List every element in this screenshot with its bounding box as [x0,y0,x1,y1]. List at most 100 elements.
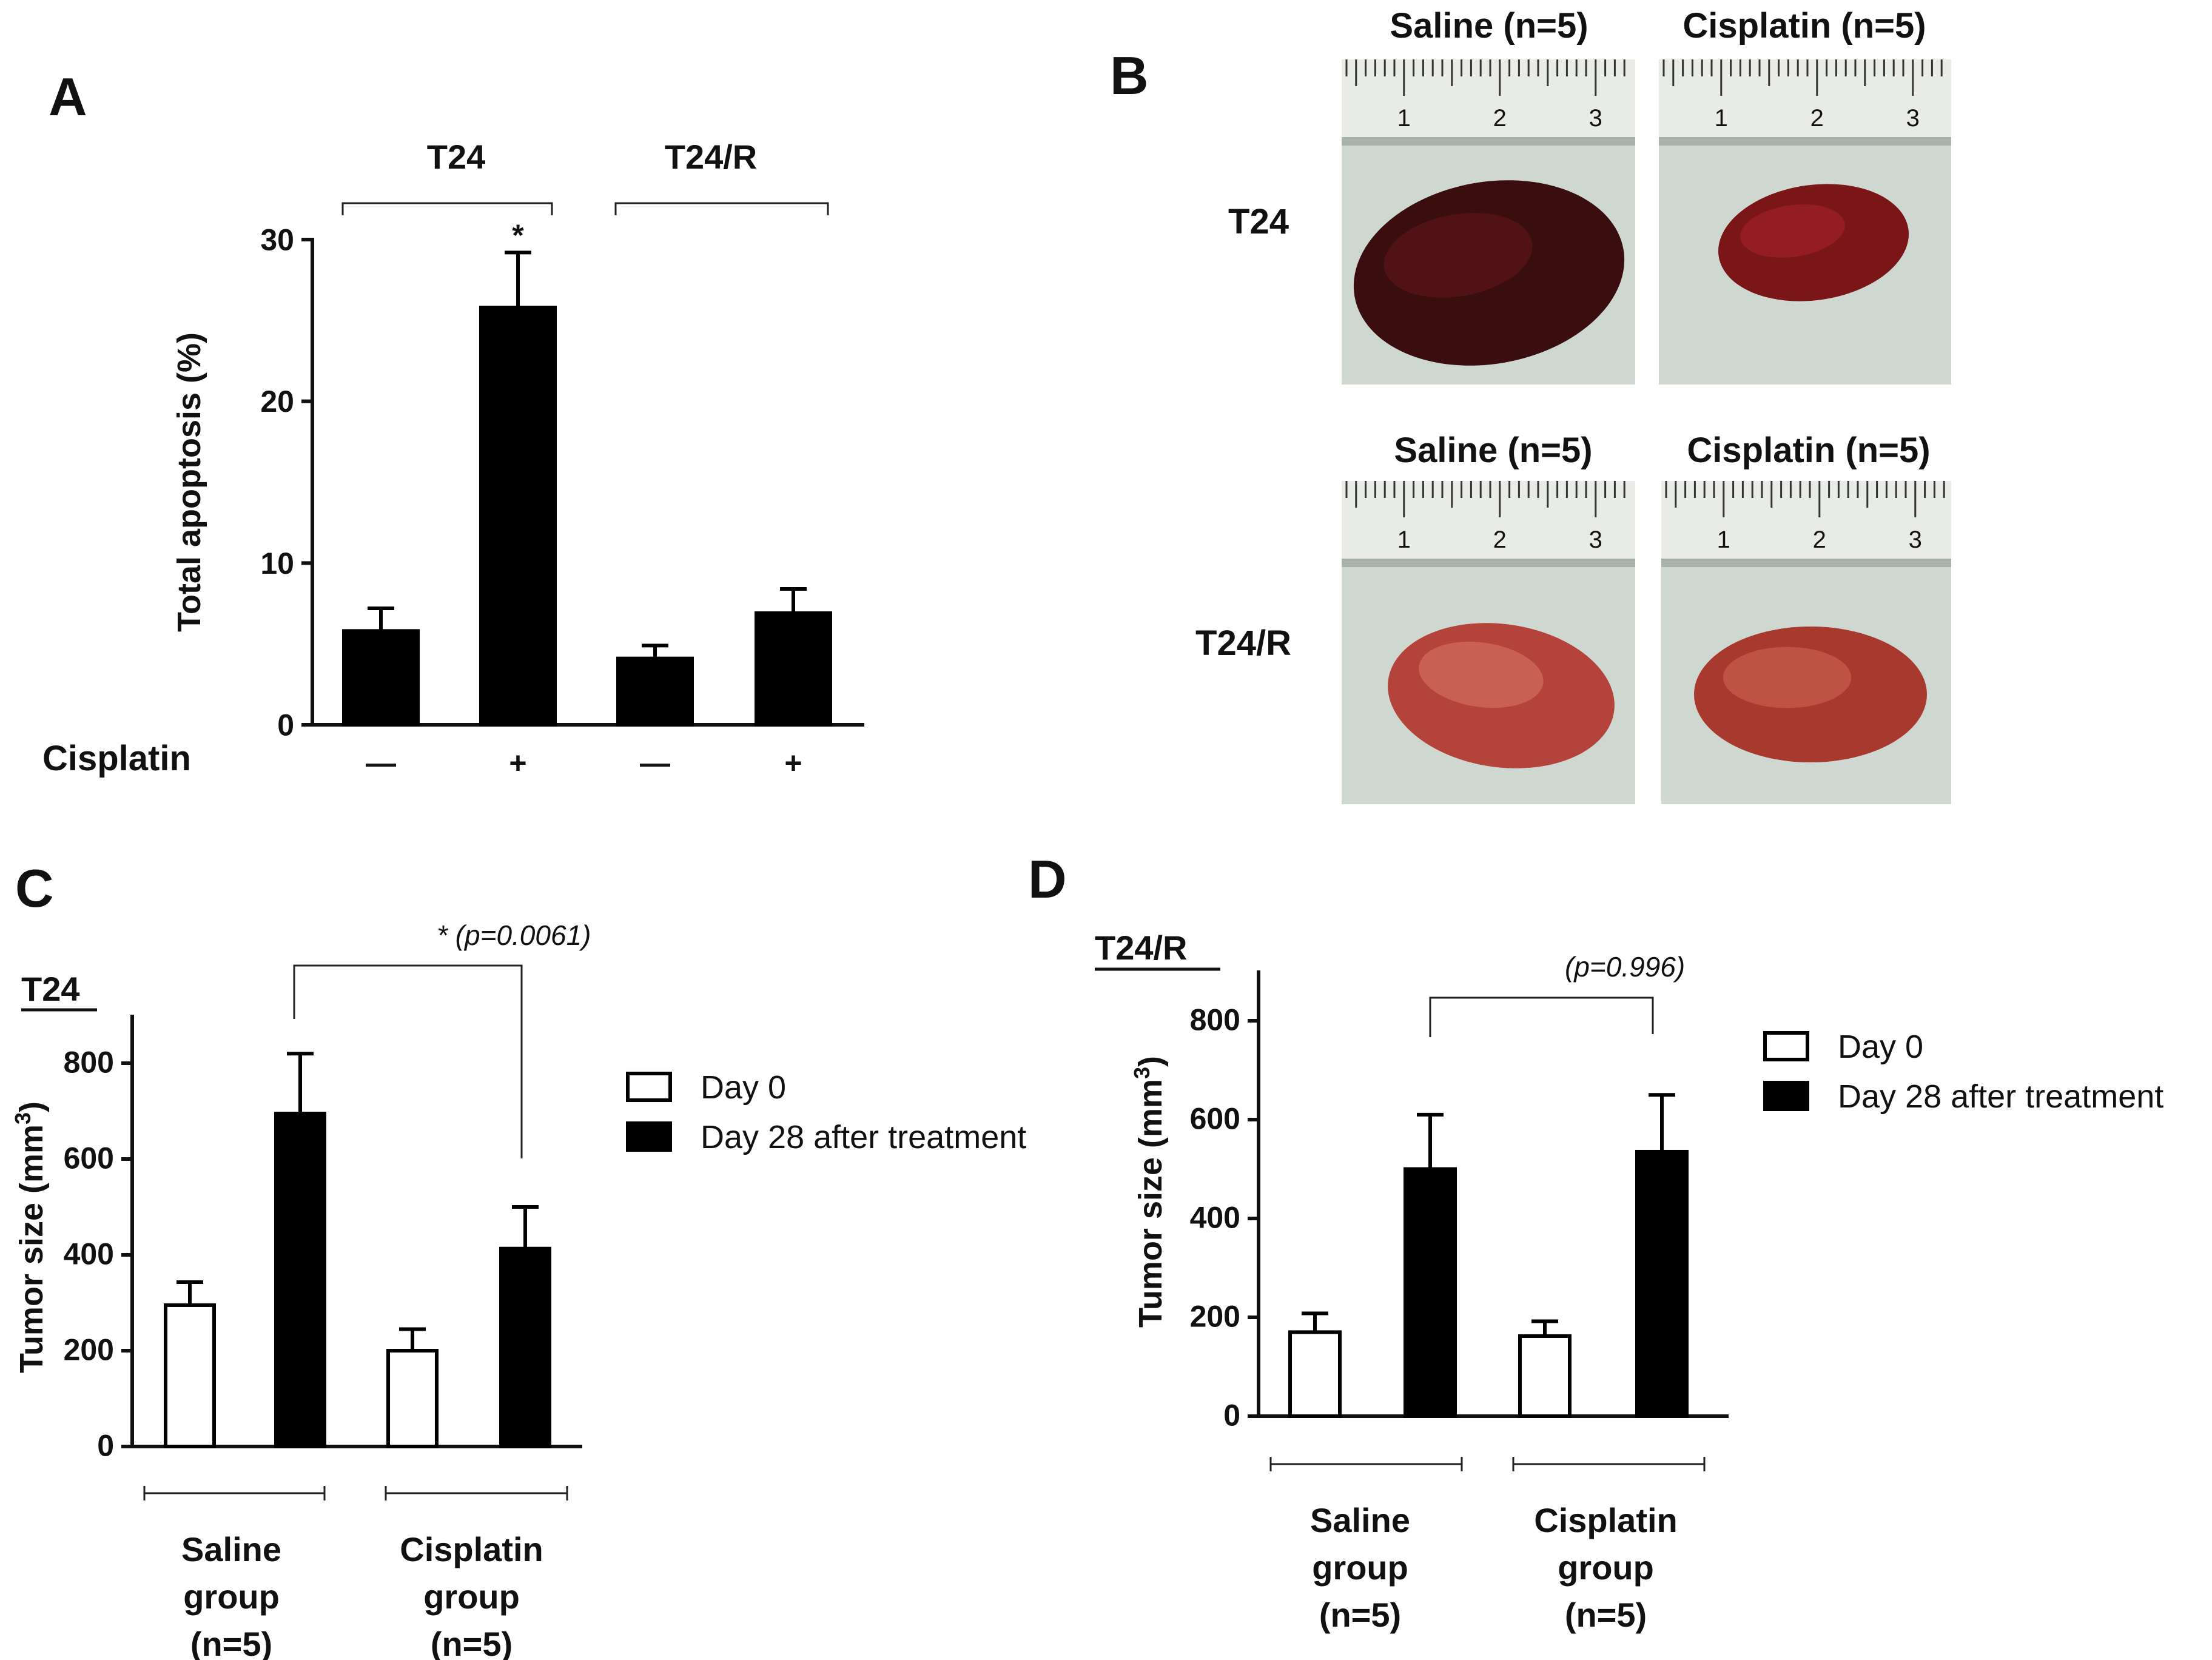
panel-c-significance-bracket [293,964,523,1158]
group-label-line: Saline [1310,1501,1410,1539]
panel-d-y-ticks: 0 200 400 600 800 [1190,1003,1259,1432]
group-label-line: group [1312,1548,1408,1587]
row-label-t24: T24 [1228,202,1289,241]
col-label-saline-bottom: Saline (n=5) [1394,431,1592,470]
panel-a-bars: * [342,218,832,727]
col-label-cisplatin-top: Cisplatin (n=5) [1683,6,1926,45]
ruler-edge [1659,137,1951,146]
tumor-photo: 1 2 3 [1342,481,1635,804]
bar-day-28 [1635,1149,1689,1418]
legend-label: Day 0 [1838,1029,1923,1065]
bar-day-0 [386,1349,439,1448]
bar-day-28 [274,1111,326,1448]
group-bracket [1512,1457,1706,1471]
group-label: Saline group (n=5) [181,1530,281,1660]
panel-a: A T24 T24/R 0 10 20 30 * — + — + Total apoptos… [42,67,864,780]
error-bar [368,607,394,631]
group-label-line: Cisplatin [1534,1501,1677,1539]
y-tick-label: 200 [64,1332,114,1366]
tumor-photo: 1 2 3 [1659,59,1951,385]
y-tick-label: 400 [64,1237,114,1271]
error-bar [780,587,807,613]
panel-d-title: T24/R [1095,929,1188,967]
bar-day-0 [1288,1330,1342,1418]
ruler-edge [1342,559,1635,567]
group-label-line: Saline [181,1530,281,1568]
ruler-number: 2 [1493,105,1507,132]
error-bar [642,644,668,659]
ruler-number: 1 [1715,105,1728,132]
ruler-number: 3 [1589,105,1602,132]
ruler-ticks [1662,59,1943,96]
bar [342,629,420,727]
tumor-highlight [1740,204,1845,258]
y-tick-label: 200 [1190,1299,1240,1333]
group-label-line: group [1558,1548,1654,1587]
cisplatin-tick-label: + [784,746,802,780]
y-tick-label: 0 [1223,1398,1240,1432]
error-bar [512,1205,539,1249]
error-bar [505,250,531,307]
legend-swatch [1763,1031,1809,1061]
tumor-highlight [1723,647,1852,708]
legend-swatch [626,1072,672,1102]
panel-c-group-brackets: Saline group (n=5) Cisplatin group (n=5) [143,1486,568,1660]
panel-a-label: A [49,67,87,127]
panel-c-y-axis-title: Tumor size (mm3) [10,1101,50,1373]
panel-d-y-axis-title: Tumor size (mm3) [1129,1056,1169,1328]
group-bracket [1269,1457,1463,1471]
panel-c-y-ticks: 0 200 400 600 800 [64,1045,132,1462]
y-tick-label: 800 [1190,1003,1240,1037]
ruler-number: 1 [1717,526,1730,553]
group-label-line: Cisplatin [400,1530,543,1568]
panel-c-title: T24 [21,970,80,1008]
panel-c-label: C [15,858,54,918]
y-axis-title-close: ) [13,1101,50,1112]
panel-a-x-ticks: — + — + [366,746,802,780]
col-label-saline-top: Saline (n=5) [1390,6,1588,45]
ruler-ticks [1345,481,1625,517]
panel-a-row-label: Cisplatin [42,739,191,778]
group-label: Cisplatin group (n=5) [1534,1501,1677,1634]
ruler-number: 1 [1397,526,1411,553]
cisplatin-tick-label: + [509,746,526,780]
y-tick-label: 400 [1190,1200,1240,1234]
cisplatin-tick-label: — [640,746,670,780]
panel-d-significance-bracket [1429,996,1654,1037]
panel-d-p-value: (p=0.996) [1565,951,1685,983]
panel-d-group-brackets: Saline group (n=5) Cisplatin group (n=5) [1269,1457,1706,1634]
y-tick-label: 600 [64,1141,114,1175]
tumor-photo-grid: 1 2 3 1 2 3 1 2 3 1 2 3 [1342,59,1951,804]
y-tick-label: 600 [1190,1101,1240,1135]
panel-a-y-axis-title: Total apoptosis (%) [171,332,207,632]
bar-day-0 [164,1303,216,1448]
error-bar [287,1052,314,1114]
group-label-t24r: T24/R [665,138,758,176]
group-label-line: group [423,1578,520,1616]
panel-a-y-ticks: 0 10 20 30 [260,223,312,742]
panel-b: B T24 T24/R Saline (n=5) Cisplatin (n=5)… [1110,6,1951,804]
y-axis-title-text: Tumor size (mm [1132,1079,1169,1328]
y-tick-label: 10 [260,546,294,580]
legend-swatch [1763,1081,1809,1111]
legend-label: Day 28 after treatment [701,1119,1026,1155]
group-label-line: (n=5) [431,1625,513,1660]
y-tick-label: 20 [260,385,294,418]
y-axis-title-superscript: 3 [1129,1067,1154,1079]
y-tick-label: 0 [277,708,294,742]
panel-c-p-value: * (p=0.0061) [437,919,591,951]
group-label-line: (n=5) [1319,1596,1401,1634]
bar [479,306,557,727]
legend-label: Day 28 after treatment [1838,1078,2163,1115]
bar [616,656,694,727]
panel-c: C T24 0 200 400 600 800 Tumor size (mm3) * (… [10,858,1027,1660]
group-bracket-t24r [614,202,829,215]
ruler-number: 3 [1909,526,1922,553]
ruler-number: 2 [1810,105,1824,132]
panel-d: D T24/R 0 200 400 600 800 Tumor size (mm3) (… [1028,849,2163,1634]
error-bar [1531,1319,1558,1336]
ruler-number: 3 [1906,105,1920,132]
y-tick-label: 0 [97,1428,114,1462]
error-bar [176,1280,203,1305]
